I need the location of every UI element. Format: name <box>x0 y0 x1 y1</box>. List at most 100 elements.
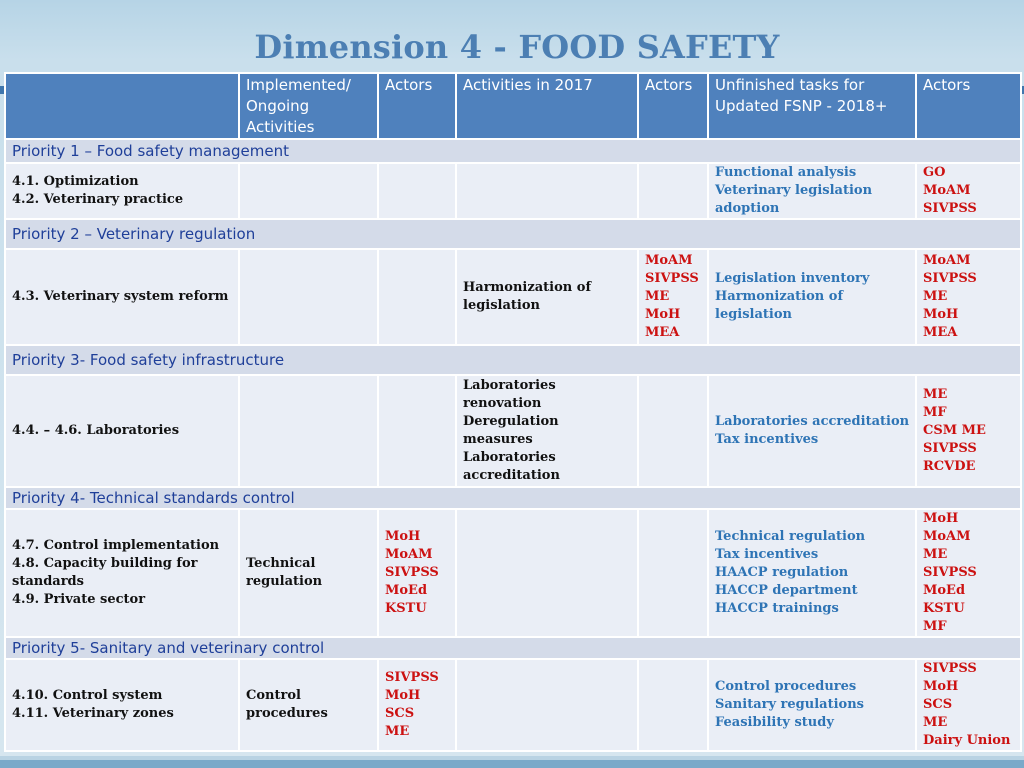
activities-2017-cell <box>455 658 639 752</box>
actors-unfinished-line: ME <box>923 715 948 730</box>
decor-footer-band-light <box>0 756 1024 760</box>
activities-2017-line: Laboratories <box>463 450 556 465</box>
decor-bar-left <box>0 86 4 94</box>
header-unfinished-line: Updated FSNP - 2018+ <box>715 97 888 115</box>
actors-unfinished-line: SIVPSS <box>923 565 977 580</box>
table-row: 4.7. Control implementation 4.8. Capacity… <box>4 508 1022 638</box>
unfinished-tasks-line: Functional analysis <box>715 165 857 180</box>
activities-2017-line: Deregulation <box>463 414 559 429</box>
unfinished-tasks-line: Technical regulation <box>715 529 866 544</box>
actors-implemented-cell <box>377 162 457 220</box>
actors-unfinished-line: CSM ME <box>923 423 986 438</box>
unfinished-tasks-cell: Technical regulation Tax incentives HAACP … <box>707 508 917 638</box>
actors-unfinished-cell: MoH MoAM ME SIVPSS MoEd KSTU MF <box>915 508 1022 638</box>
actors-unfinished-line: MEA <box>923 325 958 340</box>
actors-unfinished-line: SCS <box>923 697 953 712</box>
activities-2017-cell <box>455 162 639 220</box>
slide-title: Dimension 4 - FOOD SAFETY <box>254 28 780 66</box>
actors-unfinished-cell: MoAM SIVPSS ME MoH MEA <box>915 248 1022 346</box>
activities-2017-line: Laboratories <box>463 378 556 393</box>
activities-2017-cell: Harmonization of legislation <box>455 248 639 346</box>
actors-implemented-line: SCS <box>385 706 415 721</box>
priority-items-line: 4.11. Veterinary zones <box>12 706 174 721</box>
priority-items-cell: 4.4. – 4.6. Laboratories <box>4 374 240 488</box>
activities-2017-line: Harmonization of <box>463 280 592 295</box>
actors-2017-cell: MoAM SIVPSS ME MoH MEA <box>637 248 709 346</box>
actors-unfinished-line: MoH <box>923 307 959 322</box>
actors-implemented-line: MoH <box>385 688 421 703</box>
actors-2017-line: MoH <box>645 307 681 322</box>
priority-label: Priority 1 – Food safety management <box>4 138 1022 164</box>
unfinished-tasks-cell: Control procedures Sanitary regulations Fe… <box>707 658 917 752</box>
implemented-activities-line: regulation <box>246 574 323 589</box>
actors-implemented-line: MoEd <box>385 583 428 598</box>
unfinished-tasks-line: Laboratories accreditation <box>715 414 910 429</box>
priority-header-row: Priority 2 – Veterinary regulation <box>4 218 1022 250</box>
actors-implemented-line: SIVPSS <box>385 565 439 580</box>
unfinished-tasks-cell: Functional analysis Veterinary legislatio… <box>707 162 917 220</box>
priority-items-line: 4.4. – 4.6. Laboratories <box>12 423 180 438</box>
priority-label: Priority 5- Sanitary and veterinary cont… <box>4 636 1022 660</box>
actors-unfinished-line: ME <box>923 547 948 562</box>
food-safety-table: Implemented/ Ongoing Activities Actors A… <box>4 72 1022 752</box>
actors-unfinished-line: MoAM <box>923 183 971 198</box>
actors-unfinished-line: MoH <box>923 679 959 694</box>
implemented-activities-line: Control <box>246 688 301 703</box>
priority-header-row: Priority 5- Sanitary and veterinary cont… <box>4 636 1022 660</box>
implemented-activities-cell <box>238 162 379 220</box>
header-unfinished-line: Unfinished tasks for <box>715 76 865 94</box>
priority-header-row: Priority 1 – Food safety management <box>4 138 1022 164</box>
actors-unfinished-cell: ME MF CSM ME SIVPSS RCVDE <box>915 374 1022 488</box>
actors-unfinished-line: SIVPSS <box>923 271 977 286</box>
priority-items-cell: 4.3. Veterinary system reform <box>4 248 240 346</box>
implemented-activities-cell: Technical regulation <box>238 508 379 638</box>
actors-unfinished-line: Dairy Union <box>923 733 1011 748</box>
header-row: Implemented/ Ongoing Activities Actors A… <box>4 72 1022 140</box>
actors-unfinished-line: GO <box>923 165 946 180</box>
actors-implemented-line: MoAM <box>385 547 433 562</box>
actors-unfinished-line: MoEd <box>923 583 966 598</box>
actors-implemented-cell <box>377 248 457 346</box>
actors-2017-line: MoAM <box>645 253 693 268</box>
actors-2017-line: MEA <box>645 325 680 340</box>
table-row: 4.4. – 4.6. Laboratories Laboratories reno… <box>4 374 1022 488</box>
priority-items-cell: 4.10. Control system 4.11. Veterinary zon… <box>4 658 240 752</box>
unfinished-tasks-line: Tax incentives <box>715 432 819 447</box>
implemented-activities-cell: Control procedures <box>238 658 379 752</box>
priority-items-line: 4.9. Private sector <box>12 592 146 607</box>
activities-2017-line: accreditation <box>463 468 560 483</box>
header-blank <box>4 72 240 140</box>
activities-2017-line: legislation <box>463 298 540 313</box>
priority-items-cell: 4.7. Control implementation 4.8. Capacity… <box>4 508 240 638</box>
table-row: 4.10. Control system 4.11. Veterinary zon… <box>4 658 1022 752</box>
actors-2017-line: SIVPSS <box>645 271 699 286</box>
actors-unfinished-line: MoAM <box>923 529 971 544</box>
actors-implemented-cell: SIVPSS MoH SCS ME <box>377 658 457 752</box>
actors-unfinished-line: MF <box>923 619 947 634</box>
actors-unfinished-cell: GO MoAM SIVPSS <box>915 162 1022 220</box>
priority-items-line: 4.2. Veterinary practice <box>12 192 184 207</box>
header-unfinished-tasks: Unfinished tasks for Updated FSNP - 2018… <box>707 72 917 140</box>
actors-2017-cell <box>637 374 709 488</box>
unfinished-tasks-line: HACCP trainings <box>715 601 839 616</box>
unfinished-tasks-line: HACCP department <box>715 583 858 598</box>
header-implemented: Implemented/ Ongoing Activities <box>238 72 379 140</box>
actors-unfinished-line: SIVPSS <box>923 201 977 216</box>
implemented-activities-cell <box>238 374 379 488</box>
actors-unfinished-line: MoH <box>923 511 959 526</box>
actors-implemented-line: ME <box>385 724 410 739</box>
actors-2017-cell <box>637 162 709 220</box>
actors-unfinished-line: RCVDE <box>923 459 976 474</box>
actors-unfinished-line: SIVPSS <box>923 441 977 456</box>
unfinished-tasks-cell: Legislation inventory Harmonization of leg… <box>707 248 917 346</box>
actors-unfinished-line: MoAM <box>923 253 971 268</box>
unfinished-tasks-line: Tax incentives <box>715 547 819 562</box>
header-implemented-line: Implemented/ <box>246 76 351 94</box>
decor-bar-right <box>1020 86 1024 94</box>
actors-2017-cell <box>637 508 709 638</box>
actors-unfinished-line: SIVPSS <box>923 661 977 676</box>
unfinished-tasks-cell: Laboratories accreditation Tax incentives <box>707 374 917 488</box>
header-implemented-line: Ongoing <box>246 97 310 115</box>
header-actors-2: Actors <box>637 72 709 140</box>
unfinished-tasks-line: HAACP regulation <box>715 565 849 580</box>
